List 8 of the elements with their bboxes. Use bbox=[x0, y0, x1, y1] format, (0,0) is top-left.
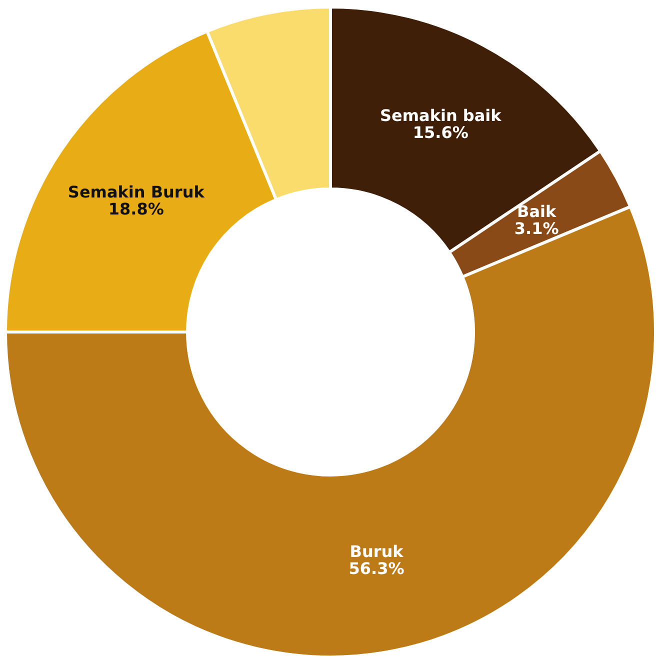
data-label: 56.3% bbox=[348, 559, 404, 578]
slice-label: Semakin Buruk bbox=[68, 182, 205, 202]
data-label: 15.6% bbox=[412, 123, 468, 142]
slice-label: Semakin baik bbox=[380, 106, 502, 126]
slice-label: Buruk bbox=[350, 542, 404, 562]
slice-label: Baik bbox=[517, 202, 557, 221]
data-label: 3.1% bbox=[514, 218, 559, 238]
data-label: 18.8% bbox=[108, 199, 164, 218]
